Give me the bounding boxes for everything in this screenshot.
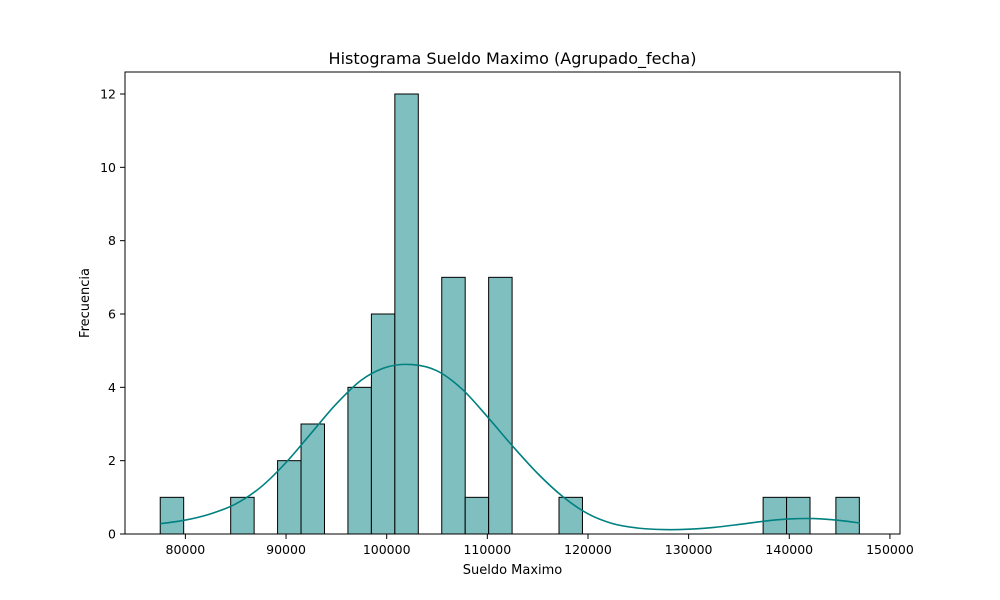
histogram-bar <box>347 386 372 535</box>
y-axis-label: Frecuencia <box>78 268 93 338</box>
x-tick-label: 140000 <box>765 542 813 557</box>
histogram-bar <box>230 496 255 535</box>
histogram-bar <box>786 496 811 535</box>
histogram-bar <box>835 496 860 535</box>
x-axis-label: Sueldo Maximo <box>463 563 563 578</box>
x-axis: 80000 90000 100000 110000 120000 130000 140000… <box>166 534 914 557</box>
chart-title: Histograma Sueldo Maximo (Agrupado_fecha… <box>329 49 697 69</box>
x-tick-label: 110000 <box>463 542 511 557</box>
histogram-bar <box>277 460 302 535</box>
x-tick-label: 100000 <box>363 542 411 557</box>
y-tick-label: 12 <box>100 87 116 102</box>
histogram-bar <box>488 276 513 535</box>
histogram-bar <box>159 496 185 535</box>
x-tick-label: 80000 <box>166 542 206 557</box>
y-tick-label: 8 <box>108 233 116 248</box>
y-axis: 0 2 4 6 8 10 12 <box>100 87 125 542</box>
plot-frame <box>124 71 901 535</box>
x-tick-label: 120000 <box>564 542 612 557</box>
y-tick-label: 2 <box>108 453 116 468</box>
bars-layer <box>159 93 860 535</box>
histogram-bar <box>441 276 466 535</box>
x-tick-label: 130000 <box>665 542 713 557</box>
y-tick-label: 6 <box>108 307 116 322</box>
y-tick-label: 10 <box>100 160 116 175</box>
y-tick-label: 4 <box>108 380 116 395</box>
histogram-bar <box>762 496 788 535</box>
histogram-bar <box>394 93 419 535</box>
y-tick-label: 0 <box>108 527 116 542</box>
histogram-bar <box>370 313 396 535</box>
x-tick-label: 150000 <box>866 542 914 557</box>
x-tick-label: 90000 <box>266 542 306 557</box>
kde-curve <box>160 363 860 531</box>
histogram-bar <box>464 496 490 535</box>
